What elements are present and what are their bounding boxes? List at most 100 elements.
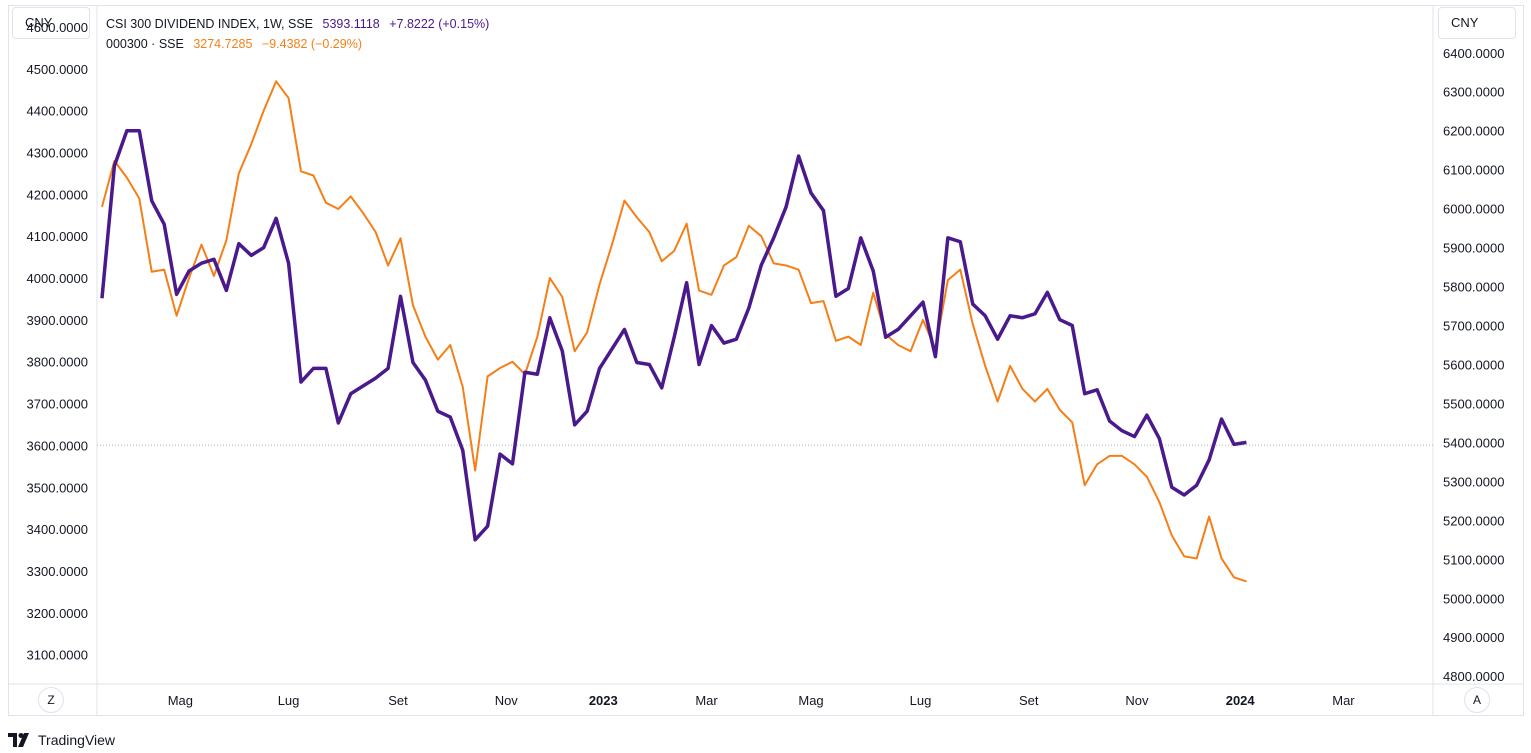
- dividend-point: [909, 315, 911, 317]
- right-axis-tick-label: 5300.0000: [1443, 474, 1504, 489]
- right-axis-tick-label: 5500.0000: [1443, 396, 1504, 411]
- z-button[interactable]: Z: [38, 687, 64, 713]
- auto-scale-button[interactable]: A: [1464, 687, 1490, 713]
- time-axis-tick-label: Mar: [695, 693, 718, 708]
- left-axis-tick-label: 3500.0000: [27, 480, 88, 495]
- csi300-point: [287, 97, 289, 99]
- csi300-point: [175, 315, 177, 317]
- time-axis-tick-label: Mag: [168, 693, 193, 708]
- csi300-point: [1009, 365, 1011, 367]
- dividend-point: [536, 373, 538, 375]
- csi300-point: [163, 268, 165, 270]
- dividend-point: [847, 287, 849, 289]
- csi300-point: [437, 358, 439, 360]
- csi300-point: [822, 300, 824, 302]
- csi300-point: [1195, 557, 1197, 559]
- dividend-point: [424, 379, 426, 381]
- csi300-point: [872, 291, 874, 293]
- time-axis-tick-label: 2023: [589, 693, 618, 708]
- dividend-point: [1059, 318, 1061, 320]
- left-currency-button[interactable]: CNY: [12, 7, 90, 39]
- dividend-point: [524, 371, 526, 373]
- dividend-point: [1158, 437, 1160, 439]
- dividend-point: [972, 303, 974, 305]
- left-axis-tick-label: 4100.0000: [27, 229, 88, 244]
- dividend-point: [710, 324, 712, 326]
- csi300-point: [486, 375, 488, 377]
- time-axis-tick-label: Set: [388, 693, 408, 708]
- dividend-point: [648, 363, 650, 365]
- tradingview-footer[interactable]: TradingView: [8, 729, 115, 751]
- csi300-point: [387, 264, 389, 266]
- csi300-point: [1133, 463, 1135, 465]
- dividend-point: [1108, 420, 1110, 422]
- csi300-point: [835, 340, 837, 342]
- csi300-point: [138, 197, 140, 199]
- csi300-point: [250, 143, 252, 145]
- dividend-point: [797, 155, 799, 157]
- dividend-point: [1071, 324, 1073, 326]
- right-axis-tick-label: 5400.0000: [1443, 435, 1504, 450]
- csi300-point: [262, 109, 264, 111]
- right-axis-tick-label: 5900.0000: [1443, 241, 1504, 256]
- dividend-point: [1208, 459, 1210, 461]
- csi300-point: [325, 202, 327, 204]
- dividend-point: [1083, 393, 1085, 395]
- csi300-point: [1108, 455, 1110, 457]
- dividend-point: [126, 129, 128, 131]
- dividend-point: [996, 338, 998, 340]
- dividend-point: [175, 293, 177, 295]
- dividend-point: [934, 355, 936, 357]
- dividend-point: [760, 264, 762, 266]
- chart-frame: [8, 5, 1524, 716]
- csi300-point: [549, 277, 551, 279]
- csi300-point: [275, 80, 277, 82]
- csi300-point: [884, 333, 886, 335]
- footer-brand: TradingView: [38, 732, 116, 748]
- csi300-point: [1220, 557, 1222, 559]
- right-axis-tick-label: 6200.0000: [1443, 124, 1504, 139]
- csi300-point: [1208, 515, 1210, 517]
- left-axis-tick-label: 3800.0000: [27, 355, 88, 370]
- left-axis-tick-label: 4300.0000: [27, 145, 88, 160]
- csi300-point: [760, 235, 762, 237]
- dividend-point: [238, 242, 240, 244]
- csi300-point: [797, 268, 799, 270]
- csi300-point: [113, 160, 115, 162]
- dividend-point: [262, 246, 264, 248]
- csi300-point: [735, 256, 737, 258]
- time-axis[interactable]: Mag Lug Set Nov 2023 Mar Mag Lug Set Nov 2024 Mar: [168, 693, 1356, 708]
- csi300-point: [188, 277, 190, 279]
- right-price-axis[interactable]: 4800.0000 4900.0000 5000.0000 5100.0000 5200…: [1443, 46, 1504, 684]
- legend-row-csi300[interactable]: 000300 · SSE 3274.7285 −9.4382 (−0.29%): [106, 34, 495, 54]
- right-axis-tick-label: 5800.0000: [1443, 280, 1504, 295]
- right-currency-button[interactable]: CNY: [1438, 7, 1516, 39]
- dividend-point: [374, 377, 376, 379]
- left-price-axis[interactable]: 3100.0000 3200.0000 3300.0000 3400.0000 3500…: [27, 20, 88, 663]
- dividend-point: [959, 241, 961, 243]
- dividend-point: [810, 192, 812, 194]
- dividend-point: [884, 336, 886, 338]
- csi300-point: [673, 250, 675, 252]
- time-axis-tick-label: Nov: [1125, 693, 1149, 708]
- csi300-point: [536, 335, 538, 337]
- csi300-point: [710, 294, 712, 296]
- csi300-point: [1146, 476, 1148, 478]
- csi300-point: [462, 386, 464, 388]
- csi300-point: [909, 350, 911, 352]
- dividend-point: [773, 237, 775, 239]
- csi300-point: [374, 231, 376, 233]
- csi300-point: [984, 365, 986, 367]
- left-axis-tick-label: 4000.0000: [27, 271, 88, 286]
- dividend-point: [113, 165, 115, 167]
- legend-row-dividend[interactable]: CSI 300 DIVIDEND INDEX, 1W, SSE 5393.111…: [106, 14, 495, 34]
- dividend-point: [163, 223, 165, 225]
- dividend-point: [835, 295, 837, 297]
- right-axis-tick-label: 6300.0000: [1443, 85, 1504, 100]
- csi300-point: [636, 216, 638, 218]
- csi300-point: [1158, 501, 1160, 503]
- dividend-point: [250, 254, 252, 256]
- dividend-point: [623, 328, 625, 330]
- dividend-point: [1183, 494, 1185, 496]
